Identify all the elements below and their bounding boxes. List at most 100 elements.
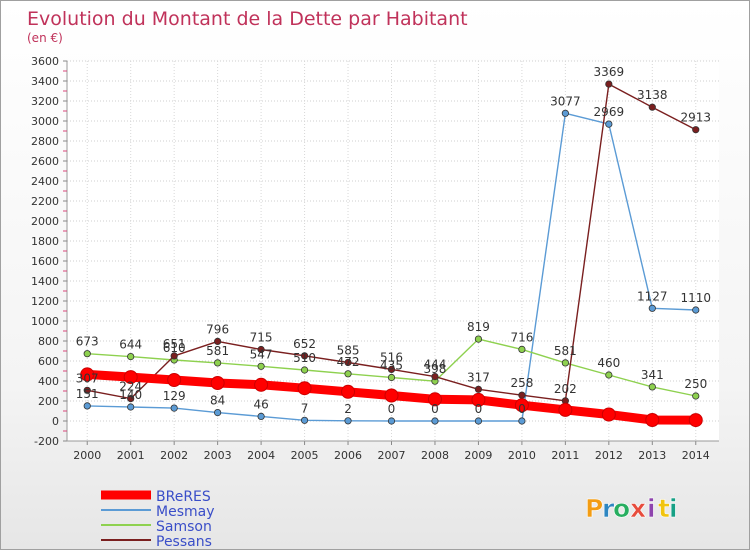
data-point-mesmay — [170, 404, 178, 412]
data-point-samson — [387, 373, 396, 382]
data-label-mesmay: 84 — [210, 394, 225, 408]
x-tick-label: 2008 — [421, 449, 449, 462]
y-tick-label: 2400 — [31, 175, 59, 188]
data-point-mesmay — [648, 304, 656, 312]
y-tick-label: 3600 — [31, 55, 59, 68]
data-point-pessans — [170, 352, 178, 360]
data-point-samson — [648, 383, 656, 391]
data-point-mesmay — [692, 306, 700, 314]
brand-letter: t — [658, 494, 670, 523]
data-point-pessans — [518, 391, 526, 399]
data-point-breres — [167, 373, 182, 387]
data-label-samson: 398 — [424, 362, 447, 376]
data-point-mesmay — [127, 403, 135, 411]
legend-label-pessans: Pessans — [156, 534, 212, 549]
data-point-samson — [300, 366, 309, 374]
data-point-pessans — [648, 103, 656, 111]
data-point-mesmay — [300, 416, 309, 424]
data-label-pessans: 796 — [206, 322, 229, 336]
y-tick-label: 400 — [38, 375, 59, 388]
data-point-breres — [558, 402, 573, 417]
data-label-samson: 341 — [641, 368, 664, 382]
data-label-mesmay: 1110 — [680, 291, 711, 305]
data-point-mesmay — [431, 417, 439, 425]
brand-letter: x — [630, 494, 646, 523]
y-tick-label: 1400 — [31, 275, 59, 288]
data-label-samson: 581 — [206, 344, 229, 358]
data-label-pessans: 307 — [76, 371, 99, 385]
data-point-samson — [692, 392, 700, 400]
data-point-mesmay — [518, 417, 526, 425]
data-point-breres — [471, 392, 486, 407]
data-label-mesmay: 140 — [119, 388, 142, 402]
data-label-pessans: 651 — [163, 337, 186, 351]
data-label-pessans: 2913 — [680, 111, 711, 125]
data-point-pessans — [474, 385, 483, 393]
y-tick-label: 2800 — [31, 135, 59, 148]
brand-logo: Pro x i t i — [585, 494, 678, 524]
data-label-samson: 581 — [554, 344, 577, 358]
data-label-mesmay: 0 — [475, 402, 483, 416]
x-tick-label: 2009 — [464, 449, 492, 462]
brand-letter: o — [613, 494, 630, 523]
data-label-mesmay: 129 — [163, 389, 186, 403]
x-tick-label: 2012 — [595, 449, 623, 462]
data-label-pessans: 444 — [424, 358, 447, 372]
x-tick-label: 2003 — [204, 449, 232, 462]
data-point-mesmay — [344, 417, 352, 425]
brand-letter: r — [602, 494, 615, 523]
data-point-breres — [297, 381, 312, 396]
x-tick-label: 2006 — [334, 449, 362, 462]
y-tick-label: 2600 — [31, 155, 59, 168]
data-label-pessans: 224 — [119, 380, 142, 394]
data-point-samson — [257, 362, 265, 370]
data-label-samson: 472 — [337, 355, 360, 369]
data-point-pessans — [127, 394, 135, 403]
brand-letter: i — [669, 494, 678, 523]
y-tick-label: 800 — [38, 335, 59, 348]
data-point-breres — [341, 384, 356, 399]
data-point-pessans — [344, 358, 352, 367]
data-label-samson: 819 — [467, 320, 490, 334]
data-point-mesmay — [214, 408, 222, 417]
data-label-samson: 716 — [510, 330, 533, 344]
data-point-samson — [344, 370, 352, 378]
data-label-mesmay: 3077 — [550, 94, 581, 108]
data-label-pessans: 652 — [293, 337, 316, 351]
label-layer: 151 140 129 84 46 7 2 0 0 0 0 3077 2969 1127 1110 673 64… — [76, 65, 711, 416]
x-tick-label: 2010 — [508, 449, 536, 462]
data-point-samson — [518, 345, 526, 353]
y-tick-label: 0 — [52, 415, 59, 428]
data-point-samson — [474, 335, 483, 343]
data-label-mesmay: 46 — [253, 397, 268, 411]
data-label-pessans: 3369 — [594, 65, 625, 79]
data-point-mesmay — [83, 402, 91, 410]
data-label-mesmay: 2 — [344, 402, 352, 416]
data-label-pessans: 585 — [337, 344, 360, 358]
data-label-mesmay: 2969 — [594, 105, 625, 119]
data-point-breres — [427, 392, 442, 407]
data-label-samson: 250 — [684, 377, 707, 391]
data-point-breres — [514, 398, 529, 413]
data-label-samson: 644 — [119, 338, 142, 352]
axis-layer: -200020040060080010001200140016001800200… — [31, 55, 719, 462]
x-tick-label: 2000 — [73, 449, 101, 462]
brand-letter: P — [585, 494, 603, 523]
y-tick-label: 200 — [38, 395, 59, 408]
data-label-pessans: 715 — [250, 331, 273, 345]
data-label-pessans: 317 — [467, 370, 490, 384]
data-point-pessans — [431, 372, 439, 381]
data-label-mesmay: 1127 — [637, 289, 668, 303]
data-label-mesmay: 0 — [388, 402, 396, 416]
data-point-breres — [80, 367, 95, 382]
chart-title: Evolution du Montant de la Dette par Hab… — [27, 8, 468, 30]
data-point-breres — [254, 377, 269, 392]
x-tick-label: 2014 — [682, 449, 710, 462]
data-label-samson: 510 — [293, 351, 316, 365]
data-label-samson: 435 — [380, 359, 403, 373]
legend-label-mesmay: Mesmay — [156, 504, 215, 520]
x-tick-label: 2004 — [247, 449, 275, 462]
series-layer — [80, 80, 703, 428]
data-label-samson: 673 — [76, 335, 99, 349]
